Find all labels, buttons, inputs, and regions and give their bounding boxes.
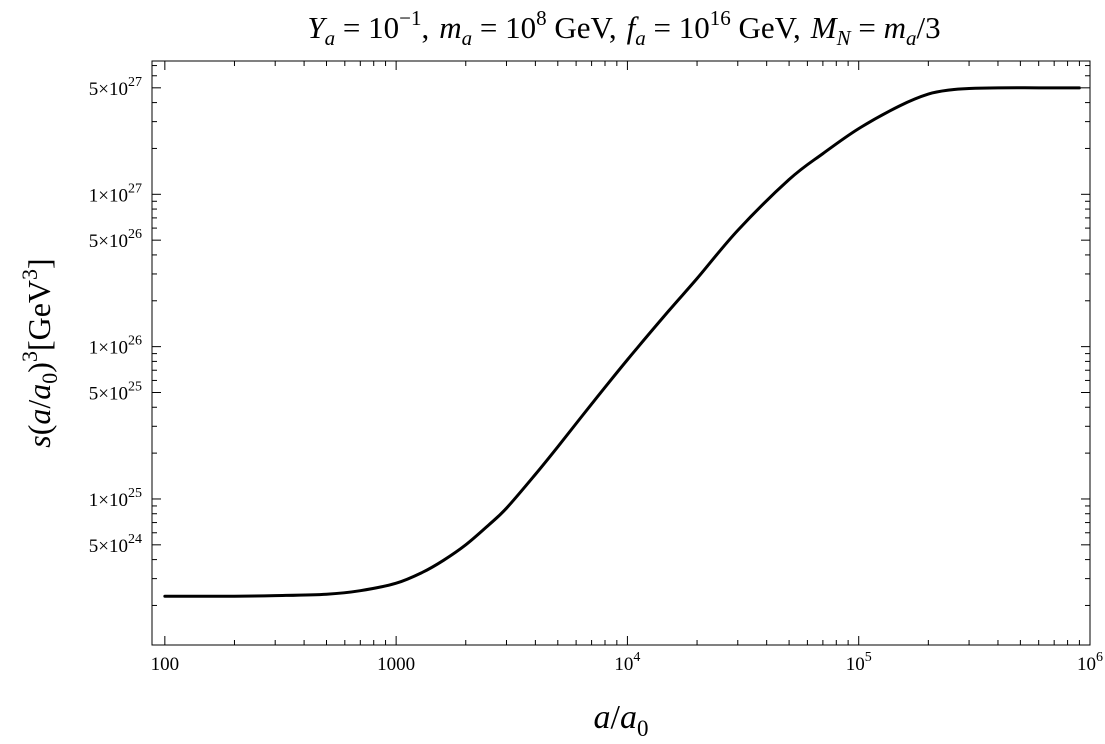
- x-tick-label: 1000: [377, 654, 415, 675]
- x-tick-label: 105: [846, 650, 872, 675]
- x-axis-label: a/a0: [594, 699, 649, 741]
- y-tick-label: 1×1025: [89, 486, 142, 511]
- y-tick-label: 5×1027: [89, 75, 142, 100]
- y-tick-label: 5×1024: [89, 532, 142, 557]
- y-tick-label: 1×1026: [89, 334, 142, 359]
- x-tick-label: 100: [151, 654, 180, 675]
- series-line: [163, 86, 1081, 598]
- ticks-layer: [152, 61, 1091, 645]
- plot-frame: [151, 60, 1091, 646]
- x-tick-label: 104: [614, 650, 640, 675]
- x-tick-label: 106: [1077, 650, 1103, 675]
- y-tick-label: 5×1025: [89, 379, 142, 404]
- y-tick-label: 5×1026: [89, 227, 142, 252]
- series-layer: [163, 86, 1081, 598]
- y-tick-label: 1×1027: [89, 181, 142, 206]
- chart-title: Ya = 10−1, ma = 108 GeV, fa = 1016 GeV, MN …: [307, 6, 940, 50]
- tick-labels-layer: 100 1000 104 105 106 5×1024 1×1025 5×1025 1×1026…: [89, 75, 1103, 675]
- y-axis-label: s(a/a0)3[GeV3]: [17, 258, 62, 447]
